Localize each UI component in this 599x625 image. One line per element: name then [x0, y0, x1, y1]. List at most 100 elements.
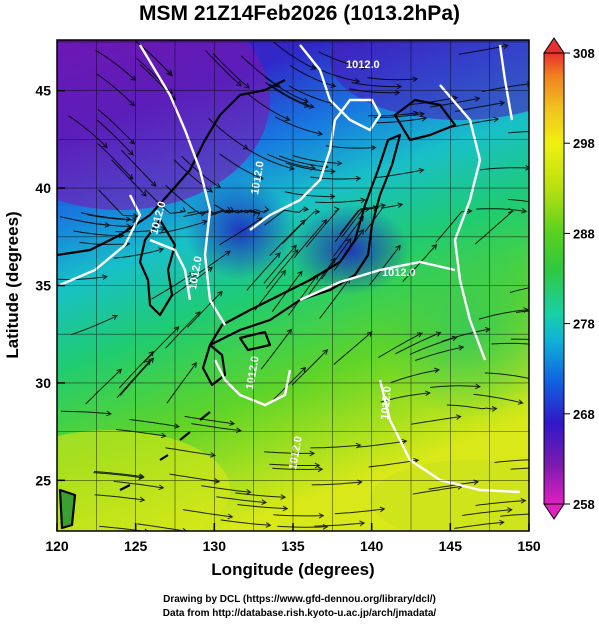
streamline-arrowhead: [180, 206, 187, 213]
streamline-arrowhead: [118, 232, 125, 239]
streamline-arrowhead: [401, 438, 408, 445]
streamline-arrowhead: [310, 64, 317, 70]
streamline-arrowhead: [128, 149, 134, 156]
streamline: [367, 112, 418, 117]
streamline-arrowhead: [358, 215, 364, 222]
streamline: [212, 53, 250, 89]
streamline: [334, 508, 385, 515]
isobar-label: 1012.0: [379, 386, 394, 421]
streamline-arrowhead: [322, 524, 329, 530]
streamline: [500, 513, 529, 517]
streamline: [484, 372, 529, 379]
streamline-arrowhead: [126, 223, 133, 230]
y-tick-label: 40: [35, 180, 51, 196]
streamline: [364, 203, 403, 233]
y-axis-label: Latitude (degrees): [3, 211, 22, 358]
streamline: [462, 509, 512, 516]
streamline: [369, 245, 401, 286]
x-axis-ticks: 120 125 130 135 140 145 150: [45, 523, 541, 554]
streamline-arrowhead: [280, 269, 287, 276]
streamline: [116, 360, 151, 399]
colorbar-tick-label: 268: [573, 407, 595, 422]
streamline: [70, 315, 118, 336]
streamline-arrowhead: [245, 488, 252, 495]
streamline: [269, 83, 314, 108]
streamline: [279, 155, 328, 168]
streamline: [235, 492, 286, 498]
streamline-arrowhead: [359, 520, 366, 527]
streamline-arrowhead: [358, 228, 365, 235]
streamline-arrowhead: [431, 243, 438, 250]
streamline: [411, 416, 461, 425]
streamline: [435, 210, 472, 243]
streamline-arrowhead: [413, 457, 420, 464]
streamline: [120, 149, 157, 187]
streamline: [113, 480, 164, 489]
streamline-arrowhead: [452, 95, 459, 101]
streamline-arrowhead: [322, 349, 329, 355]
streamline-arrowhead: [236, 80, 243, 87]
streamline-arrowhead: [127, 173, 134, 180]
streamline: [271, 271, 303, 312]
streamline-arrowhead: [274, 82, 281, 88]
streamline: [79, 241, 130, 245]
streamline-arrowhead: [493, 116, 500, 123]
streamline: [220, 519, 271, 526]
streamline-arrowhead: [257, 174, 264, 180]
colorbar: 258 268 278 288 298 308: [543, 37, 595, 520]
streamline-arrowhead: [317, 466, 324, 473]
streamline-arrowhead: [139, 496, 146, 503]
streamline-arrowhead: [361, 64, 367, 70]
streamline-arrowhead: [160, 226, 167, 233]
streamline-arrowhead: [466, 208, 473, 215]
streamline-arrowhead: [318, 512, 325, 519]
streamline: [264, 451, 315, 454]
streamline-arrowhead: [112, 314, 119, 320]
streamline-arrowhead: [299, 219, 306, 226]
x-tick-label: 125: [124, 538, 148, 554]
streamline-arrowhead: [330, 168, 336, 175]
streamline-arrowhead: [537, 342, 542, 347]
streamline-arrowhead: [263, 206, 270, 212]
streamline-arrowhead: [517, 399, 524, 405]
streamline: [80, 212, 131, 220]
streamline-arrowhead: [102, 142, 108, 149]
streamline: [275, 116, 323, 135]
streamline: [73, 230, 124, 237]
y-tick-label: 25: [35, 472, 51, 488]
x-axis-label: Longitude (degrees): [211, 560, 374, 579]
streamline-arrowhead: [214, 478, 221, 484]
streamline: [60, 410, 111, 415]
streamline-arrowhead: [474, 96, 481, 102]
streamline-arrowhead: [394, 89, 401, 96]
streamline: [265, 81, 309, 107]
streamline-arrowhead: [150, 181, 157, 187]
streamline-arrowhead: [254, 212, 261, 218]
streamline-arrowhead: [129, 138, 136, 145]
streamline-arrowhead: [321, 219, 328, 225]
streamline: [292, 154, 342, 164]
streamline: [214, 204, 260, 214]
streamline: [158, 220, 208, 234]
streamline: [205, 50, 242, 87]
streamline: [68, 115, 108, 148]
x-tick-label: 135: [281, 538, 305, 554]
streamline: [344, 204, 386, 230]
streamline-arrowhead: [282, 505, 289, 512]
streamline: [510, 338, 529, 340]
streamline: [165, 311, 201, 349]
streamline: [201, 485, 251, 493]
streamline: [378, 332, 423, 359]
colorbar-tick-label: 258: [573, 497, 595, 512]
colorbar-tick-label: 308: [573, 46, 595, 61]
isobar-label: 1012.0: [287, 435, 305, 470]
streamline-arrowhead: [421, 115, 428, 122]
streamline: [509, 287, 529, 294]
streamline: [494, 459, 529, 463]
streamline: [118, 351, 154, 389]
streamline-arrowhead: [297, 270, 303, 277]
streamline-arrowhead: [308, 103, 315, 109]
streamline-arrowhead: [520, 498, 527, 504]
streamline: [476, 208, 527, 212]
